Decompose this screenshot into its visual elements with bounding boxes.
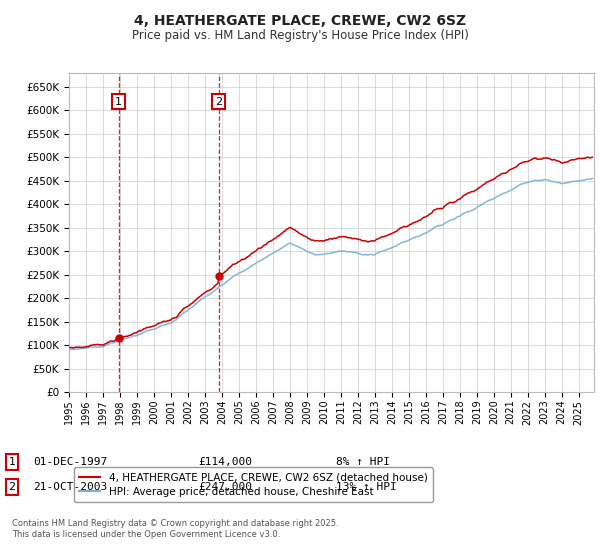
Text: 8% ↑ HPI: 8% ↑ HPI (336, 457, 390, 467)
Text: £247,000: £247,000 (198, 482, 252, 492)
Text: Contains HM Land Registry data © Crown copyright and database right 2025.
This d: Contains HM Land Registry data © Crown c… (12, 520, 338, 539)
Text: 2: 2 (215, 96, 222, 106)
Text: Price paid vs. HM Land Registry's House Price Index (HPI): Price paid vs. HM Land Registry's House … (131, 29, 469, 42)
Text: 21-OCT-2003: 21-OCT-2003 (33, 482, 107, 492)
Text: 01-DEC-1997: 01-DEC-1997 (33, 457, 107, 467)
Legend: 4, HEATHERGATE PLACE, CREWE, CW2 6SZ (detached house), HPI: Average price, detac: 4, HEATHERGATE PLACE, CREWE, CW2 6SZ (de… (74, 468, 433, 502)
Text: 4, HEATHERGATE PLACE, CREWE, CW2 6SZ: 4, HEATHERGATE PLACE, CREWE, CW2 6SZ (134, 14, 466, 28)
Text: 1: 1 (115, 96, 122, 106)
Text: 13% ↑ HPI: 13% ↑ HPI (336, 482, 397, 492)
Text: £114,000: £114,000 (198, 457, 252, 467)
Text: 2: 2 (8, 482, 16, 492)
Text: 1: 1 (8, 457, 16, 467)
